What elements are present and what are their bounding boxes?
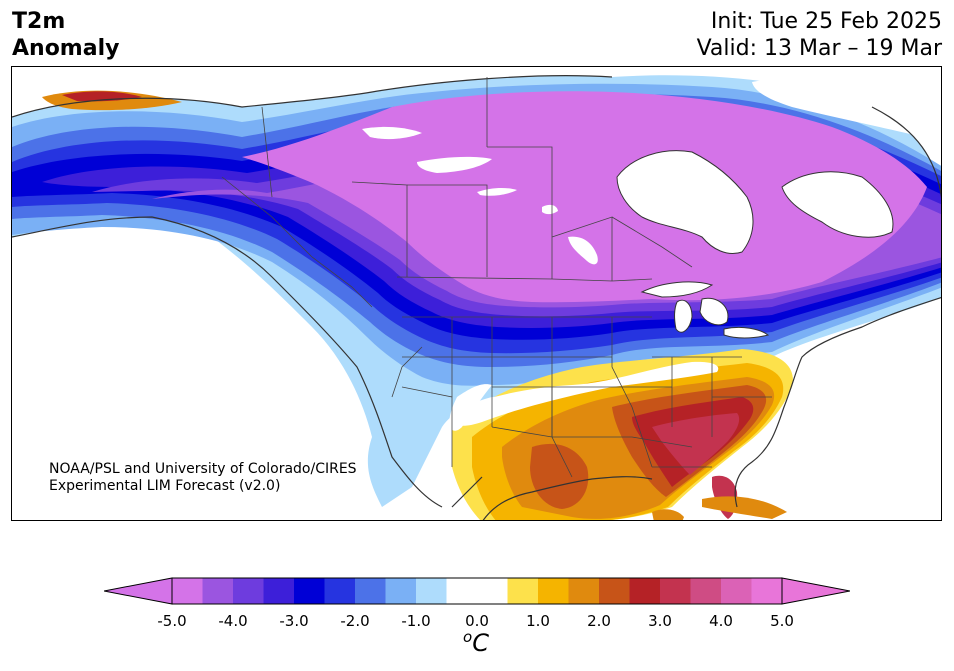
colorbar-under-arrow <box>104 578 172 604</box>
colorbar-segment <box>691 578 722 604</box>
colorbar-segment <box>569 578 600 604</box>
colorbar-tick-label: 1.0 <box>526 612 550 630</box>
colorbar-segment <box>172 578 203 604</box>
anomaly-map <box>11 66 942 521</box>
valid-date: Valid: 13 Mar – 19 Mar <box>697 35 942 62</box>
colorbar-segment <box>386 578 417 604</box>
colorbar-segment <box>660 578 691 604</box>
unit-degree: o <box>463 628 472 646</box>
colorbar-over-arrow <box>782 578 850 604</box>
init-date: Init: Tue 25 Feb 2025 <box>697 8 942 35</box>
colorbar-segment <box>355 578 386 604</box>
chart-title: T2m Anomaly <box>12 8 119 62</box>
colorbar-tick-label: 4.0 <box>709 612 733 630</box>
colorbar-segment <box>325 578 356 604</box>
colorbar-segment <box>721 578 752 604</box>
colorbar-tick-label: -4.0 <box>218 612 247 630</box>
colorbar-tick-label: 5.0 <box>770 612 794 630</box>
colorbar-tick-label: -2.0 <box>340 612 369 630</box>
colorbar-segment <box>477 578 508 604</box>
colorbar <box>104 577 850 607</box>
colorbar-segment <box>599 578 630 604</box>
colorbar-segment <box>294 578 325 604</box>
colorbar-segment <box>416 578 447 604</box>
colorbar-segment <box>203 578 234 604</box>
colorbar-unit: oC <box>463 628 489 657</box>
colorbar-tick-label: -1.0 <box>401 612 430 630</box>
credit-text: NOAA/PSL and University of Colorado/CIRE… <box>49 461 357 495</box>
credit-line-2: Experimental LIM Forecast (v2.0) <box>49 478 357 495</box>
unit-letter: C <box>472 629 489 657</box>
colorbar-segment <box>264 578 295 604</box>
colorbar-segment <box>233 578 264 604</box>
map-canvas <box>12 67 942 521</box>
colorbar-tick-label: 2.0 <box>587 612 611 630</box>
colorbar-segment <box>447 578 478 604</box>
colorbar-segment <box>508 578 539 604</box>
colorbar-tick-label: -5.0 <box>157 612 186 630</box>
colorbar-tick-label: 3.0 <box>648 612 672 630</box>
colorbar-segment <box>630 578 661 604</box>
title-line-2: Anomaly <box>12 35 119 62</box>
title-line-1: T2m <box>12 8 119 35</box>
credit-line-1: NOAA/PSL and University of Colorado/CIRE… <box>49 461 357 478</box>
colorbar-segment <box>752 578 783 604</box>
forecast-dates: Init: Tue 25 Feb 2025 Valid: 13 Mar – 19… <box>697 8 942 62</box>
colorbar-segment <box>538 578 569 604</box>
colorbar-tick-label: -3.0 <box>279 612 308 630</box>
